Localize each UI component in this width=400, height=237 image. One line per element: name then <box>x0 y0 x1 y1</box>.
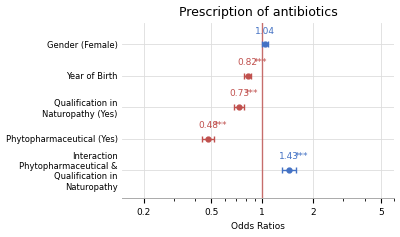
X-axis label: Odds Ratios: Odds Ratios <box>232 223 285 232</box>
Text: ***: *** <box>245 89 258 98</box>
Text: 0.73: 0.73 <box>229 89 249 98</box>
Text: ***: *** <box>294 152 308 161</box>
Text: ***: *** <box>253 58 267 67</box>
Text: 0.82: 0.82 <box>238 58 258 67</box>
Text: 0.48: 0.48 <box>198 121 218 130</box>
Text: 1.04: 1.04 <box>255 27 275 36</box>
Text: ***: *** <box>214 121 227 130</box>
Title: Prescription of antibiotics: Prescription of antibiotics <box>179 5 338 18</box>
Text: 1.43: 1.43 <box>279 152 299 161</box>
